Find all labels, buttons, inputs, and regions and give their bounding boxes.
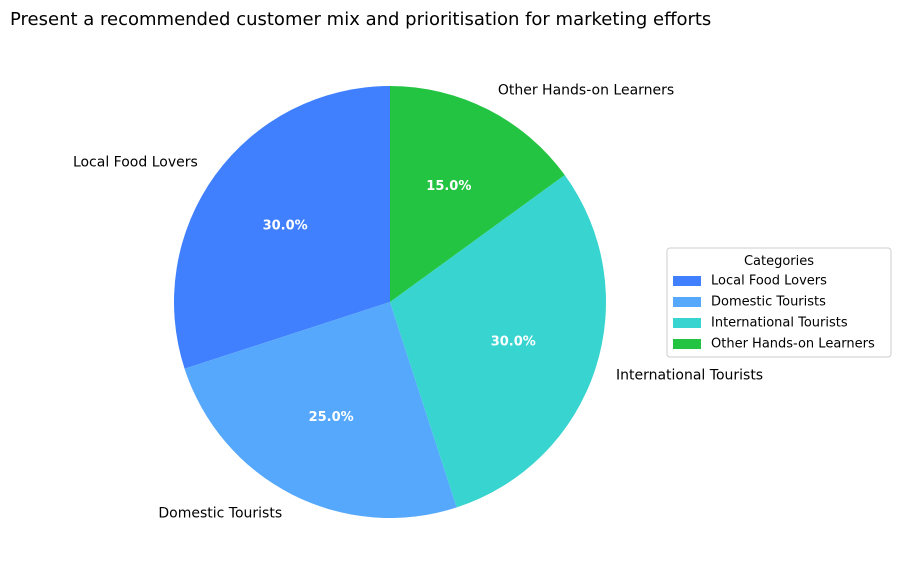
slice-percent-international-tourists: 30.0%: [491, 335, 536, 350]
legend-label-local-food-lovers: Local Food Lovers: [711, 274, 827, 289]
pie-slice-local-food-lovers: [173, 86, 390, 369]
slice-label-domestic-tourists: Domestic Tourists: [158, 506, 282, 522]
slice-label-local-food-lovers: Local Food Lovers: [73, 154, 198, 170]
pie-slice-other-hands-on-learners: [390, 86, 565, 302]
slice-percent-domestic-tourists: 25.0%: [309, 410, 354, 425]
slice-label-other-hands-on-learners: Other Hands-on Learners: [498, 82, 674, 98]
slice-percent-other-hands-on-learners: 15.0%: [426, 179, 471, 194]
legend-swatch-domestic-tourists: [673, 297, 701, 307]
legend-frame: [666, 247, 892, 358]
pie-slice-domestic-tourists: [184, 302, 457, 518]
legend-label-other-hands-on-learners: Other Hands-on Learners: [711, 337, 875, 352]
legend: Categories Local Food Lovers Domestic Tou…: [666, 247, 892, 358]
slice-percent-local-food-lovers: 30.0%: [263, 218, 308, 233]
pie-slices: [173, 86, 606, 518]
pie-outer-labels: Local Food Lovers Domestic Tourists Intern…: [73, 82, 763, 521]
pie-slice-international-tourists: [390, 175, 606, 508]
legend-entries: Local Food Lovers Domestic Tourists Intern…: [673, 274, 875, 352]
legend-swatch-local-food-lovers: [673, 276, 701, 286]
legend-label-international-tourists: International Tourists: [711, 316, 848, 331]
legend-swatch-other-hands-on-learners: [673, 339, 701, 349]
legend-label-domestic-tourists: Domestic Tourists: [711, 295, 826, 310]
legend-title: Categories: [744, 254, 814, 269]
pie-percent-labels: 30.0% 25.0% 30.0% 15.0%: [263, 179, 536, 425]
chart-title: Present a recommended customer mix and p…: [10, 9, 711, 30]
slice-label-international-tourists: International Tourists: [616, 367, 763, 383]
legend-swatch-international-tourists: [673, 318, 701, 328]
